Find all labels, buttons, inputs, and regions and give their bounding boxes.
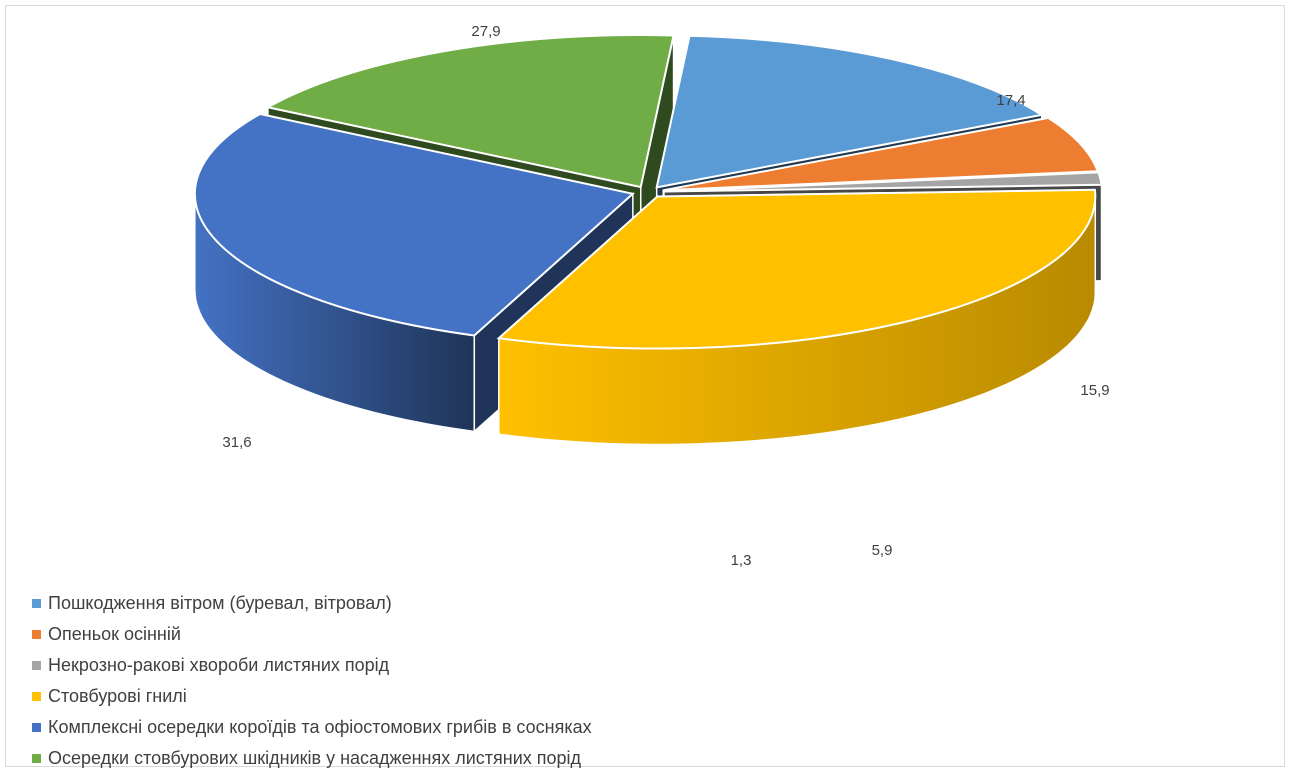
- pie-tops: [193, 34, 1103, 350]
- data-label: 15,9: [1080, 382, 1109, 399]
- legend-label: Некрозно-ракові хвороби листяних порід: [48, 655, 390, 675]
- legend-item: Стовбурові гнилі: [32, 681, 592, 712]
- legend-swatch: [32, 723, 41, 732]
- legend-label: Пошкодження вітром (буревал, вітровал): [48, 593, 392, 613]
- legend-label: Опеньок осінній: [48, 624, 181, 644]
- legend-swatch: [32, 692, 41, 701]
- legend-item: Некрозно-ракові хвороби листяних порід: [32, 650, 592, 681]
- data-label: 17,4: [996, 92, 1025, 109]
- pie-chart: 15,9 5,9 1,3 31,6 27,9 17,4: [193, 23, 1110, 569]
- legend-swatch: [32, 754, 41, 763]
- legend-label: Осередки стовбурових шкідників у насадже…: [48, 748, 582, 768]
- legend-swatch: [32, 599, 41, 608]
- legend-label: Комплексні осередки короїдів та офіостом…: [48, 717, 592, 737]
- legend-label: Стовбурові гнилі: [48, 686, 187, 706]
- legend-item: Комплексні осередки короїдів та офіостом…: [32, 712, 592, 743]
- legend: Пошкодження вітром (буревал, вітровал) О…: [32, 588, 592, 774]
- legend-item: Осередки стовбурових шкідників у насадже…: [32, 743, 592, 774]
- data-label: 1,3: [731, 552, 752, 569]
- legend-swatch: [32, 661, 41, 670]
- legend-item: Опеньок осінній: [32, 619, 592, 650]
- pie-slice: [265, 34, 675, 189]
- pie-slice: [655, 34, 1045, 189]
- pie-slice: [496, 188, 1097, 350]
- pie-slice: [193, 112, 635, 337]
- pie-labels: 15,9 5,9 1,3 31,6 27,9 17,4: [222, 23, 1109, 569]
- legend-swatch: [32, 630, 41, 639]
- legend-item: Пошкодження вітром (буревал, вітровал): [32, 588, 592, 619]
- data-label: 31,6: [222, 434, 251, 451]
- data-label: 27,9: [471, 23, 500, 40]
- pie-slice: [663, 171, 1103, 193]
- pie-slice: [663, 116, 1100, 192]
- data-label: 5,9: [872, 542, 893, 559]
